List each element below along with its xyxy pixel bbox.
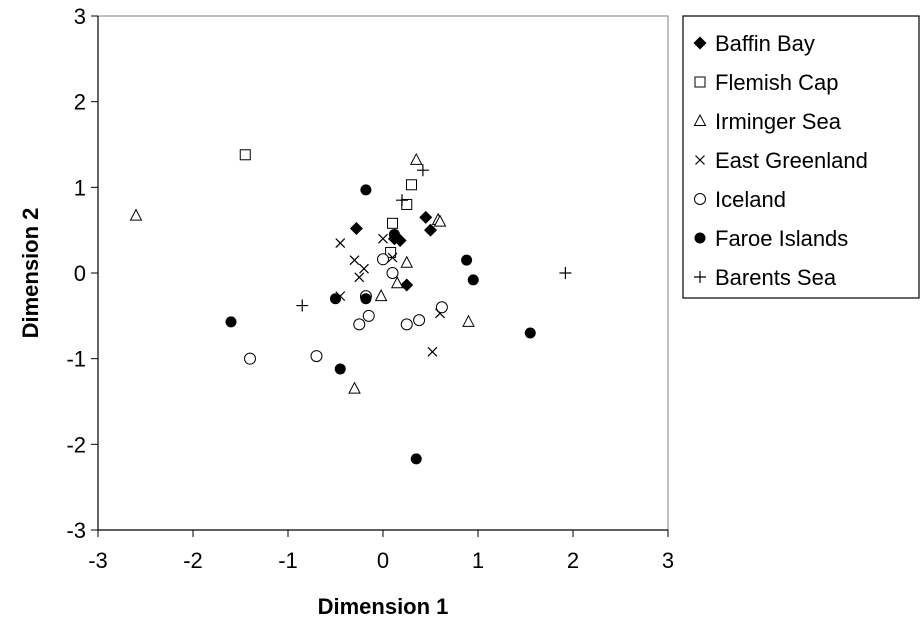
iceland-point [386,267,399,279]
faroe-islands-point [334,363,346,375]
flemish-cap-point [401,198,413,210]
x-axis-title: Dimension 1 [318,594,449,619]
east-greenland-point [349,255,360,266]
flemish-cap-point [387,217,398,229]
data-points [129,149,572,465]
faroe-islands-point [360,293,372,305]
east-greenland-point [335,238,346,248]
east-greenland-point [427,346,438,357]
legend-marker-barents-sea [694,271,706,283]
flemish-cap-point [239,149,251,161]
x-tick-label: -3 [88,548,108,573]
legend-marker-baffin-bay [693,36,707,50]
legend-item-flemish-cap: Flemish Cap [694,70,838,95]
y-tick-label: 2 [74,90,86,115]
y-tick-label: -3 [66,518,86,543]
legend-label-baffin-bay: Baffin Bay [715,31,815,56]
legend-item-irminger-sea: Irminger Sea [693,109,842,134]
series-iceland [244,253,448,365]
legend-label-iceland: Iceland [715,187,786,212]
iceland-point [362,309,375,322]
iceland-point [400,318,413,331]
plot-border [97,15,669,531]
series-flemish-cap [239,149,417,258]
iceland-point [353,318,366,331]
baffin-bay-point [419,210,433,224]
irminger-sea-point [462,314,475,327]
legend-label-irminger-sea: Irminger Sea [715,109,842,134]
series-faroe-islands [225,184,536,465]
legend-item-baffin-bay: Baffin Bay [693,31,815,56]
iceland-point [435,301,448,314]
irminger-sea-point [433,214,447,227]
legend-label-faroe-islands: Faroe Islands [715,226,848,251]
x-tick-label: 1 [472,548,484,573]
y-tick-label: 1 [74,175,86,200]
barents-sea-point [416,164,429,177]
faroe-islands-point [410,453,422,465]
flemish-cap-point [385,246,397,258]
y-tick-label: -1 [66,347,86,372]
legend-item-faroe-islands: Faroe Islands [694,226,848,251]
series-east-greenland [335,233,445,357]
legend-marker-iceland [694,193,706,205]
legend-label-barents-sea: Barents Sea [715,265,837,290]
x-tick-label: 3 [662,548,674,573]
legend-item-iceland: Iceland [694,187,786,212]
y-axis-title: Dimension 2 [18,208,43,339]
east-greenland-point [359,263,369,274]
series-barents-sea [296,164,572,312]
legend-marker-east-greenland [695,155,705,165]
faroe-islands-point [360,184,372,196]
east-greenland-point [387,252,398,263]
irminger-sea-point [374,289,388,302]
legend-marker-flemish-cap [694,76,706,88]
flemish-cap-point [406,179,417,191]
y-tick-label: -2 [66,432,86,457]
faroe-islands-point [524,327,536,339]
baffin-bay-point [349,221,363,235]
iceland-point [413,314,426,327]
x-tick-label: -1 [278,548,298,573]
legend-label-flemish-cap: Flemish Cap [715,70,838,95]
y-tick-label: 3 [74,4,86,29]
legend-marker-irminger-sea [693,113,707,126]
iceland-point [310,350,323,363]
legend-marker-faroe-islands [694,232,706,244]
faroe-islands-point [388,228,400,240]
faroe-islands-point [330,293,341,305]
legend-item-east-greenland: East Greenland [695,148,868,173]
east-greenland-point [378,233,388,244]
irminger-sea-point [409,152,423,165]
y-tick-label: 0 [74,261,86,286]
barents-sea-point [559,267,572,279]
x-tick-label: -2 [183,548,203,573]
irminger-sea-point [129,208,143,221]
faroe-islands-point [225,316,237,328]
barents-sea-point [396,194,408,207]
irminger-sea-point [400,255,414,268]
plot-area [97,15,669,531]
legend-label-east-greenland: East Greenland [715,148,868,173]
east-greenland-point [354,272,365,283]
legend-box [682,15,920,299]
baffin-bay-point [400,278,414,292]
irminger-sea-point [348,381,361,394]
baffin-bay-point [424,223,437,237]
x-tick-label: 0 [377,548,389,573]
x-tick-label: 2 [567,548,579,573]
barents-sea-point [296,299,309,312]
faroe-islands-point [467,274,479,286]
legend: Baffin Bay Flemish Cap Irminger Sea East Gr… [682,15,920,299]
axis-ticks: -3 -2 -1 0 1 2 3 -3 -2 -1 0 1 2 3 [66,4,674,573]
iceland-point [244,352,256,365]
iceland-point [377,253,389,266]
irminger-sea-point [390,276,404,289]
faroe-islands-point [461,254,473,266]
legend-item-barents-sea: Barents Sea [694,265,837,290]
series-irminger-sea [129,152,475,394]
